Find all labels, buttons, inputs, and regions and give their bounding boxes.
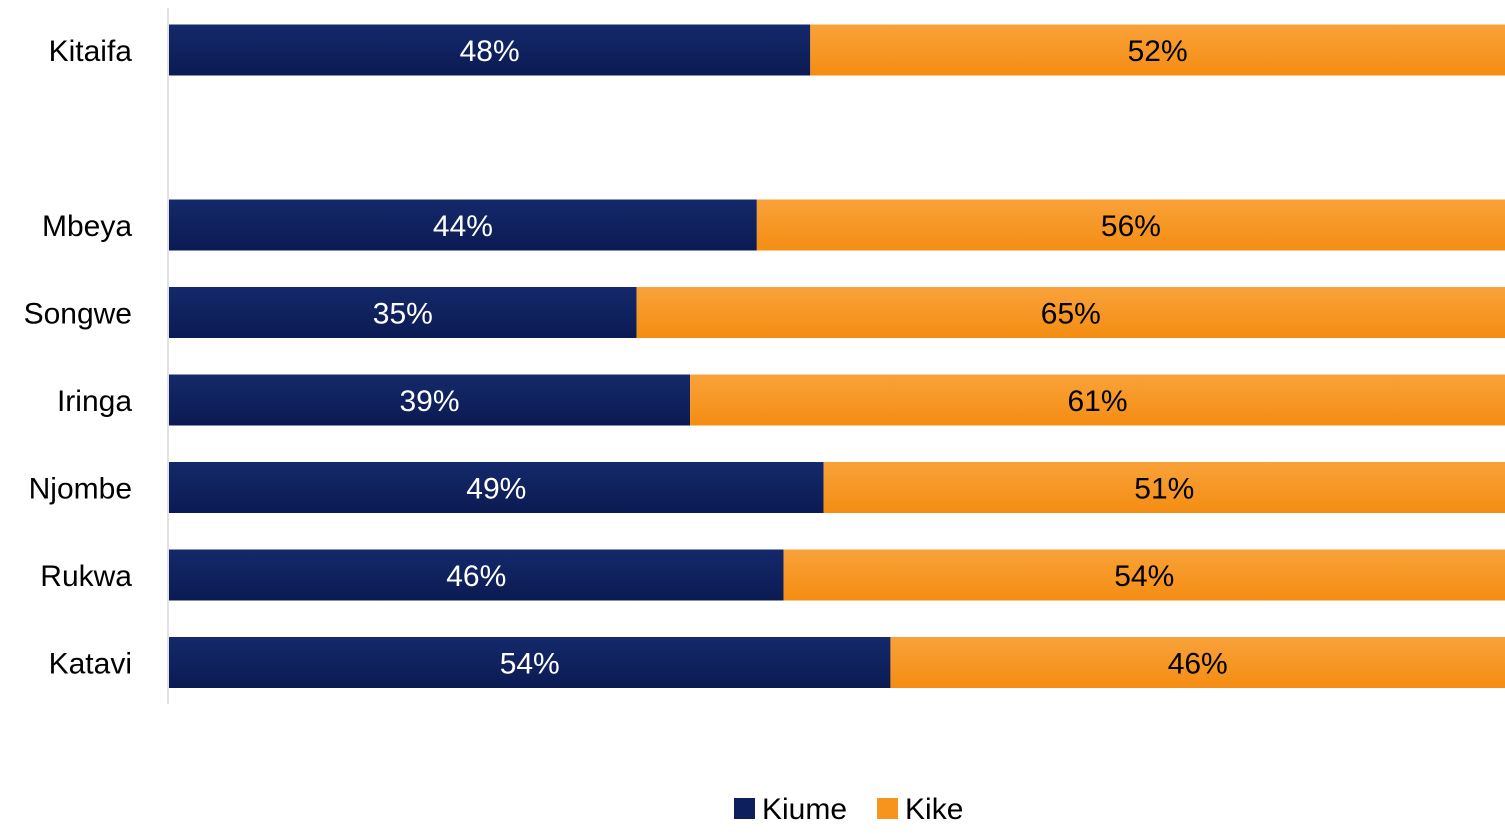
- category-label: Mbeya: [42, 210, 132, 243]
- bar-kike: [783, 549, 1505, 601]
- data-label-kike: 54%: [1114, 560, 1174, 593]
- bar-kiume: [169, 287, 637, 338]
- bar-kiume: [169, 462, 824, 513]
- data-label-kiume: 48%: [460, 35, 520, 68]
- category-label: Songwe: [24, 298, 132, 331]
- category-label: Iringa: [57, 385, 132, 418]
- bar-kiume: [169, 549, 784, 601]
- data-label-kike: 65%: [1041, 298, 1101, 331]
- category-label: Kitaifa: [49, 35, 133, 68]
- bar-kiume: [169, 24, 811, 76]
- bar-kike: [636, 287, 1505, 338]
- bar-kike: [810, 24, 1505, 76]
- data-label-kiume: 35%: [373, 298, 433, 331]
- bar-kike: [890, 637, 1505, 688]
- data-label-kiume: 39%: [399, 385, 459, 418]
- bar-kiume: [169, 374, 691, 426]
- data-label-kiume: 46%: [446, 560, 506, 593]
- data-label-kiume: 44%: [433, 210, 493, 243]
- bar-kike: [756, 199, 1505, 251]
- data-label-kike: 61%: [1067, 385, 1127, 418]
- category-label: Njombe: [29, 473, 132, 506]
- legend-swatch-kiume: [734, 798, 755, 819]
- data-label-kike: 56%: [1101, 210, 1161, 243]
- legend: Kiume Kike: [734, 793, 963, 826]
- category-label: Rukwa: [40, 560, 132, 593]
- data-label-kike: 51%: [1134, 473, 1194, 506]
- category-label: Katavi: [49, 648, 132, 681]
- data-label-kike: 46%: [1168, 648, 1228, 681]
- legend-label-kiume: Kiume: [762, 793, 847, 826]
- category-labels: Kitaifa Mbeya Songwe Iringa Njombe Rukwa Katav…: [24, 35, 133, 681]
- bars-group: 48% 52% 44% 56% 35% 65% 39% 61% 49% 51% 46% 54% 54% 4…: [169, 24, 1505, 688]
- bar-kiume: [169, 199, 757, 251]
- data-label-kiume: 49%: [466, 473, 526, 506]
- data-label-kiume: 54%: [500, 648, 560, 681]
- bar-kiume: [169, 637, 891, 688]
- data-label-kike: 52%: [1128, 35, 1188, 68]
- legend-label-kike: Kike: [905, 793, 963, 826]
- bar-kike: [690, 374, 1505, 426]
- bar-kike: [823, 462, 1505, 513]
- legend-swatch-kike: [877, 798, 899, 819]
